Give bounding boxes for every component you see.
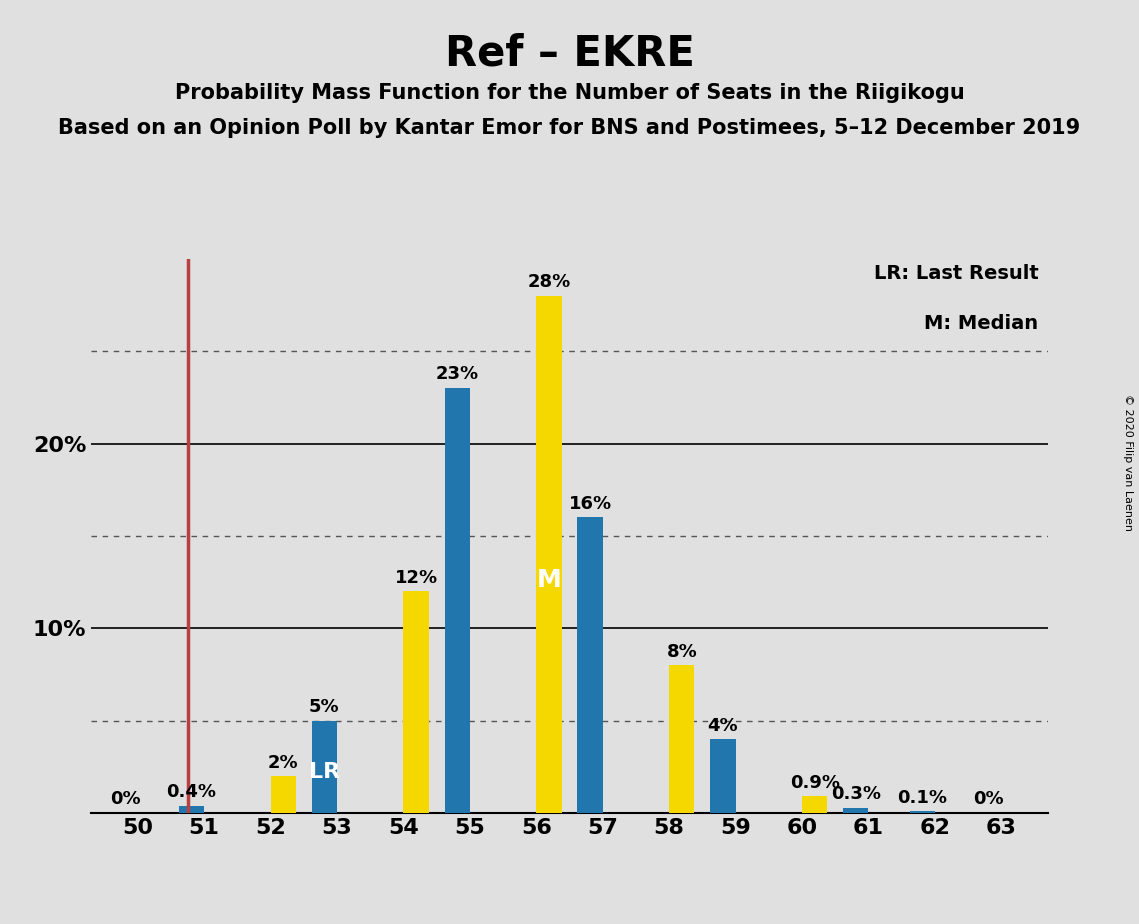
Text: LR: LR [309, 761, 339, 782]
Text: Based on an Opinion Poll by Kantar Emor for BNS and Postimees, 5–12 December 201: Based on an Opinion Poll by Kantar Emor … [58, 118, 1081, 139]
Bar [669, 665, 695, 813]
Bar [312, 721, 337, 813]
Bar [843, 808, 868, 813]
Text: 0.9%: 0.9% [789, 774, 839, 792]
Text: M: M [536, 568, 562, 592]
Text: 0%: 0% [109, 791, 140, 808]
Bar [711, 739, 736, 813]
Bar [444, 388, 470, 813]
Text: 23%: 23% [435, 366, 478, 383]
Text: 0.3%: 0.3% [830, 785, 880, 803]
Text: 12%: 12% [394, 569, 437, 587]
Text: 2%: 2% [268, 754, 298, 772]
Text: 16%: 16% [568, 495, 612, 513]
Bar [577, 517, 603, 813]
Text: 0%: 0% [974, 791, 1005, 808]
Text: 4%: 4% [707, 717, 738, 735]
Text: 8%: 8% [666, 643, 697, 661]
Bar [536, 296, 562, 813]
Text: LR: Last Result: LR: Last Result [874, 264, 1039, 284]
Bar [802, 796, 827, 813]
Text: Probability Mass Function for the Number of Seats in the Riigikogu: Probability Mass Function for the Number… [174, 83, 965, 103]
Text: 0.1%: 0.1% [898, 789, 948, 807]
Text: 5%: 5% [309, 699, 339, 716]
Bar [403, 591, 428, 813]
Text: © 2020 Filip van Laenen: © 2020 Filip van Laenen [1123, 394, 1133, 530]
Text: 28%: 28% [527, 274, 571, 291]
Bar [179, 806, 204, 813]
Bar [270, 776, 296, 813]
Text: M: Median: M: Median [924, 314, 1039, 334]
Text: Ref – EKRE: Ref – EKRE [444, 32, 695, 74]
Bar [910, 811, 935, 813]
Text: 0.4%: 0.4% [166, 784, 216, 801]
